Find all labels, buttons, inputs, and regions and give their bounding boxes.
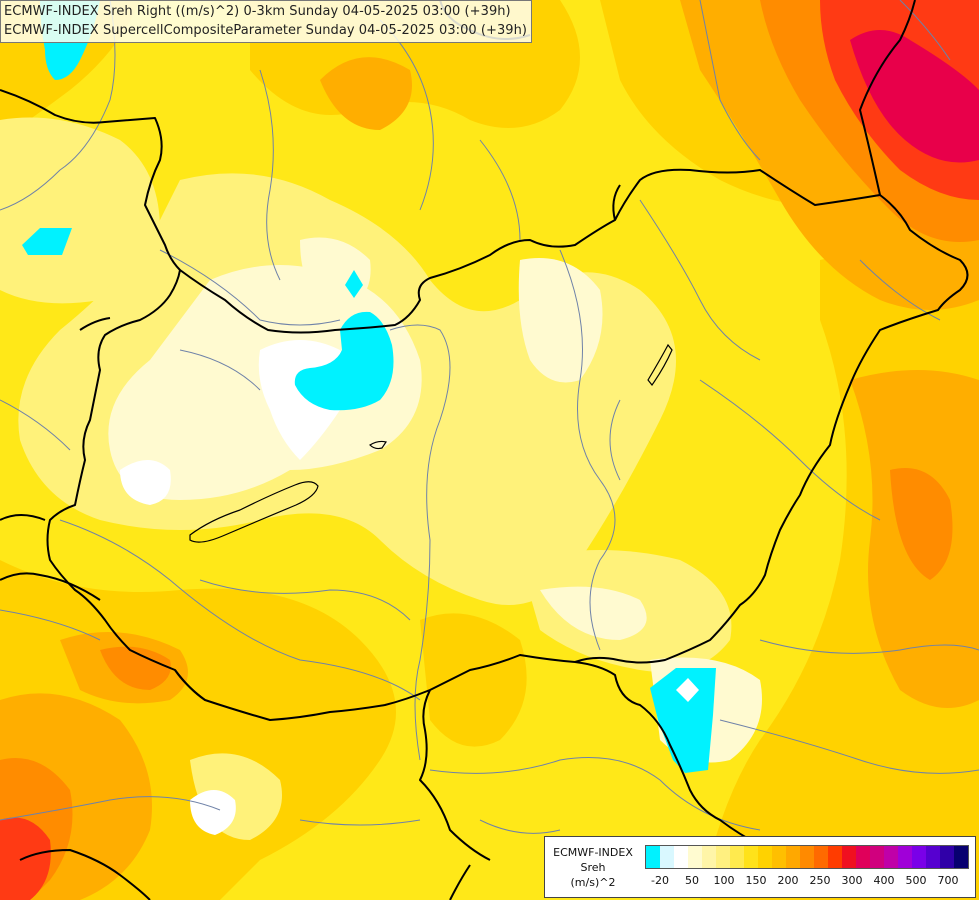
legend-swatch xyxy=(912,846,926,868)
map-title-box: ECMWF-INDEX Sreh Right ((m/s)^2) 0-3km S… xyxy=(0,0,533,43)
legend-tick-label: 100 xyxy=(713,874,735,887)
legend-swatch xyxy=(800,846,814,868)
legend-swatch xyxy=(856,846,870,868)
legend-swatch xyxy=(772,846,786,868)
lake-balaton xyxy=(189,481,319,543)
legend-swatch xyxy=(744,846,758,868)
legend-swatch xyxy=(674,846,688,868)
legend-tick-label: 500 xyxy=(905,874,927,887)
legend-swatch xyxy=(730,846,744,868)
legend-title-line-1: ECMWF-INDEX xyxy=(553,846,633,859)
legend-swatch xyxy=(646,846,660,868)
lakes xyxy=(189,343,673,543)
legend-swatch xyxy=(940,846,954,868)
legend-swatch xyxy=(688,846,702,868)
legend-tick-label: 200 xyxy=(777,874,799,887)
legend-swatch xyxy=(702,846,716,868)
legend-title-line-3: (m/s)^2 xyxy=(570,876,616,889)
map-title-line-2: ECMWF-INDEX SupercellCompositeParameter … xyxy=(4,23,528,38)
legend-swatch xyxy=(758,846,772,868)
legend-swatch xyxy=(786,846,800,868)
legend-ticks: -20 50 100 150 200 250 300 400 500 700 xyxy=(645,874,973,890)
lake-small xyxy=(369,440,387,450)
legend-tick-label: 700 xyxy=(937,874,959,887)
legend-swatch xyxy=(814,846,828,868)
legend-swatch xyxy=(842,846,856,868)
color-legend: ECMWF-INDEX Sreh (m/s)^2 -20 50 100 150 200 2… xyxy=(544,836,976,898)
legend-swatches xyxy=(645,845,969,869)
legend-tick-label: 400 xyxy=(873,874,895,887)
legend-swatch xyxy=(828,846,842,868)
legend-tick-label: 300 xyxy=(841,874,863,887)
legend-tick-label: 150 xyxy=(745,874,767,887)
legend-swatch xyxy=(660,846,674,868)
legend-tick-label: 50 xyxy=(685,874,699,887)
legend-tick-label: 250 xyxy=(809,874,831,887)
legend-swatch xyxy=(870,846,884,868)
map-title-line-1: ECMWF-INDEX Sreh Right ((m/s)^2) 0-3km S… xyxy=(4,4,511,19)
rivers-and-regions xyxy=(0,0,979,834)
legend-swatch xyxy=(884,846,898,868)
legend-tick-label: -20 xyxy=(651,874,669,887)
legend-swatch xyxy=(926,846,940,868)
sreh-field-white-spot xyxy=(676,678,699,702)
legend-swatch xyxy=(954,846,968,868)
lake-kiskore xyxy=(647,343,673,386)
legend-swatch xyxy=(716,846,730,868)
legend-swatch xyxy=(898,846,912,868)
legend-title: ECMWF-INDEX Sreh (m/s)^2 xyxy=(547,845,639,890)
legend-title-line-2: Sreh xyxy=(580,861,606,874)
